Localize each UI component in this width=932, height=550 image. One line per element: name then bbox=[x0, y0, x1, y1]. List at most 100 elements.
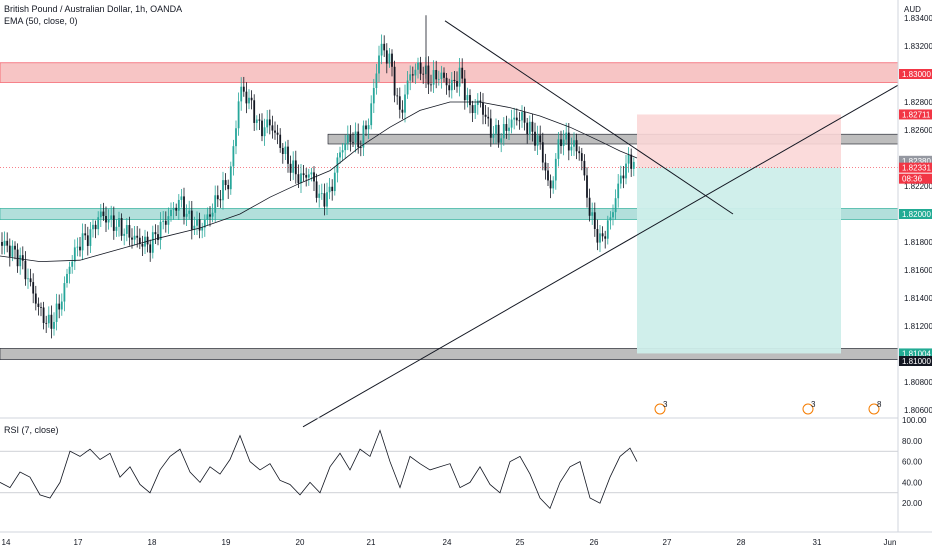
candle-body bbox=[526, 122, 529, 135]
candle-body bbox=[255, 119, 258, 123]
candle-body bbox=[445, 77, 448, 86]
candle-body bbox=[149, 244, 152, 253]
candle-body bbox=[515, 117, 518, 121]
candle-body bbox=[632, 161, 635, 169]
rsi-tick-label: 40.00 bbox=[902, 478, 923, 487]
price-badge bbox=[899, 173, 932, 184]
date-tick-label: 27 bbox=[663, 538, 672, 547]
candle-body bbox=[450, 79, 453, 91]
candle-body bbox=[456, 81, 458, 87]
candle-body bbox=[53, 321, 55, 329]
candle-body bbox=[614, 198, 617, 213]
candle-body bbox=[518, 120, 521, 122]
candle-body bbox=[341, 150, 344, 153]
candle-body bbox=[102, 211, 105, 217]
candle-body bbox=[92, 224, 94, 230]
candle-body bbox=[417, 62, 419, 70]
candle-body bbox=[16, 249, 19, 267]
candle-body bbox=[599, 233, 601, 243]
candle-body bbox=[570, 146, 573, 151]
candle-body bbox=[396, 95, 399, 97]
candle-body bbox=[261, 120, 263, 137]
candle-body bbox=[27, 278, 29, 280]
candle-body bbox=[201, 227, 204, 231]
candle-body bbox=[271, 125, 274, 131]
price-badge-text: 1.82331 bbox=[902, 164, 931, 173]
date-tick-label: 18 bbox=[148, 538, 157, 547]
candle-body bbox=[235, 128, 237, 147]
candle-body bbox=[583, 160, 586, 176]
price-axis: 1.83400 1.83200 1.82800 1.82600 1.82200 1.818… bbox=[897, 0, 932, 532]
price-tick-label: 1.82200 bbox=[904, 182, 932, 191]
candle-body bbox=[40, 306, 42, 308]
candle-body bbox=[50, 314, 53, 329]
rsi-tick-label: 100.00 bbox=[902, 416, 927, 425]
candle-body bbox=[86, 235, 89, 246]
candle-body bbox=[310, 172, 313, 175]
event-marker-icon bbox=[802, 403, 814, 415]
candle-body bbox=[617, 183, 620, 199]
candle-body bbox=[37, 303, 40, 307]
ema-layer bbox=[0, 101, 638, 263]
candle-body bbox=[115, 226, 118, 231]
candle-body bbox=[625, 163, 627, 179]
candle-body bbox=[305, 175, 308, 178]
candle-body bbox=[495, 124, 497, 134]
candle-body bbox=[300, 173, 302, 184]
candle-body bbox=[388, 53, 391, 64]
price-tick-label: 1.82600 bbox=[904, 126, 932, 135]
candle-body bbox=[492, 133, 495, 138]
candle-body bbox=[463, 78, 466, 101]
candle-body bbox=[97, 217, 100, 230]
price-badge-text: 1.81000 bbox=[902, 357, 931, 366]
rsi-layer: 100.00 80.00 60.00 40.00 20.00 bbox=[0, 416, 927, 510]
candle-body bbox=[1, 242, 3, 246]
candle-body bbox=[419, 62, 422, 74]
candle-body bbox=[229, 166, 232, 190]
candle-body bbox=[245, 91, 248, 104]
candle-body bbox=[432, 70, 435, 85]
candle-body bbox=[476, 100, 479, 105]
candle-body bbox=[193, 225, 196, 230]
candle-body bbox=[307, 174, 310, 178]
candle-body bbox=[188, 210, 191, 214]
currency-label: AUD bbox=[904, 5, 921, 14]
candle-body bbox=[359, 147, 362, 148]
candle-body bbox=[141, 244, 144, 247]
candle-body bbox=[323, 193, 326, 207]
candle-body bbox=[523, 112, 526, 123]
candles-layer bbox=[1, 15, 635, 339]
candle-body bbox=[177, 199, 180, 211]
candle-body bbox=[6, 240, 9, 246]
candle-body bbox=[466, 95, 469, 101]
candle-body bbox=[349, 134, 352, 142]
candle-body bbox=[162, 220, 165, 222]
candle-body bbox=[151, 232, 154, 253]
symbol-title[interactable]: British Pound / Australian Dollar, 1h, O… bbox=[4, 4, 183, 14]
candle-body bbox=[63, 283, 66, 302]
candle-body bbox=[378, 55, 380, 74]
candle-body bbox=[206, 214, 209, 220]
candle-body bbox=[232, 146, 235, 167]
candle-body bbox=[580, 153, 583, 161]
candle-body bbox=[258, 119, 261, 121]
candle-body bbox=[8, 245, 11, 257]
candle-body bbox=[357, 131, 360, 148]
ema-legend[interactable]: EMA (50, close, 0) bbox=[4, 16, 78, 26]
candle-body bbox=[133, 235, 136, 240]
candle-body bbox=[471, 105, 474, 114]
candle-body bbox=[154, 232, 157, 235]
price-tick-label: 1.81400 bbox=[904, 294, 932, 303]
price-badge bbox=[899, 356, 932, 366]
candle-body bbox=[531, 121, 534, 132]
candle-body bbox=[352, 141, 354, 143]
candle-body bbox=[497, 124, 500, 143]
date-tick-label: 14 bbox=[2, 538, 11, 547]
candle-body bbox=[458, 67, 461, 87]
candle-body bbox=[287, 146, 289, 164]
rsi-legend[interactable]: RSI (7, close) bbox=[4, 425, 59, 435]
candle-body bbox=[469, 95, 471, 106]
candle-body bbox=[274, 130, 276, 133]
candle-body bbox=[354, 131, 357, 143]
